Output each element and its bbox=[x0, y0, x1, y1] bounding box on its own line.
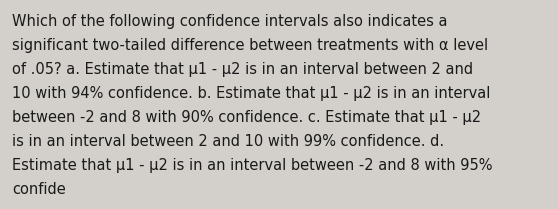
Text: Estimate that μ1 - μ2 is in an interval between -2 and 8 with 95%: Estimate that μ1 - μ2 is in an interval … bbox=[12, 158, 493, 173]
Text: Which of the following confidence intervals also indicates a: Which of the following confidence interv… bbox=[12, 14, 448, 29]
Text: significant two-tailed difference between treatments with α level: significant two-tailed difference betwee… bbox=[12, 38, 488, 53]
Text: between -2 and 8 with 90% confidence. c. Estimate that μ1 - μ2: between -2 and 8 with 90% confidence. c.… bbox=[12, 110, 481, 125]
Text: 10 with 94% confidence. b. Estimate that μ1 - μ2 is in an interval: 10 with 94% confidence. b. Estimate that… bbox=[12, 86, 490, 101]
Text: confide: confide bbox=[12, 182, 66, 197]
Text: is in an interval between 2 and 10 with 99% confidence. d.: is in an interval between 2 and 10 with … bbox=[12, 134, 444, 149]
Text: of .05? a. Estimate that μ1 - μ2 is in an interval between 2 and: of .05? a. Estimate that μ1 - μ2 is in a… bbox=[12, 62, 473, 77]
